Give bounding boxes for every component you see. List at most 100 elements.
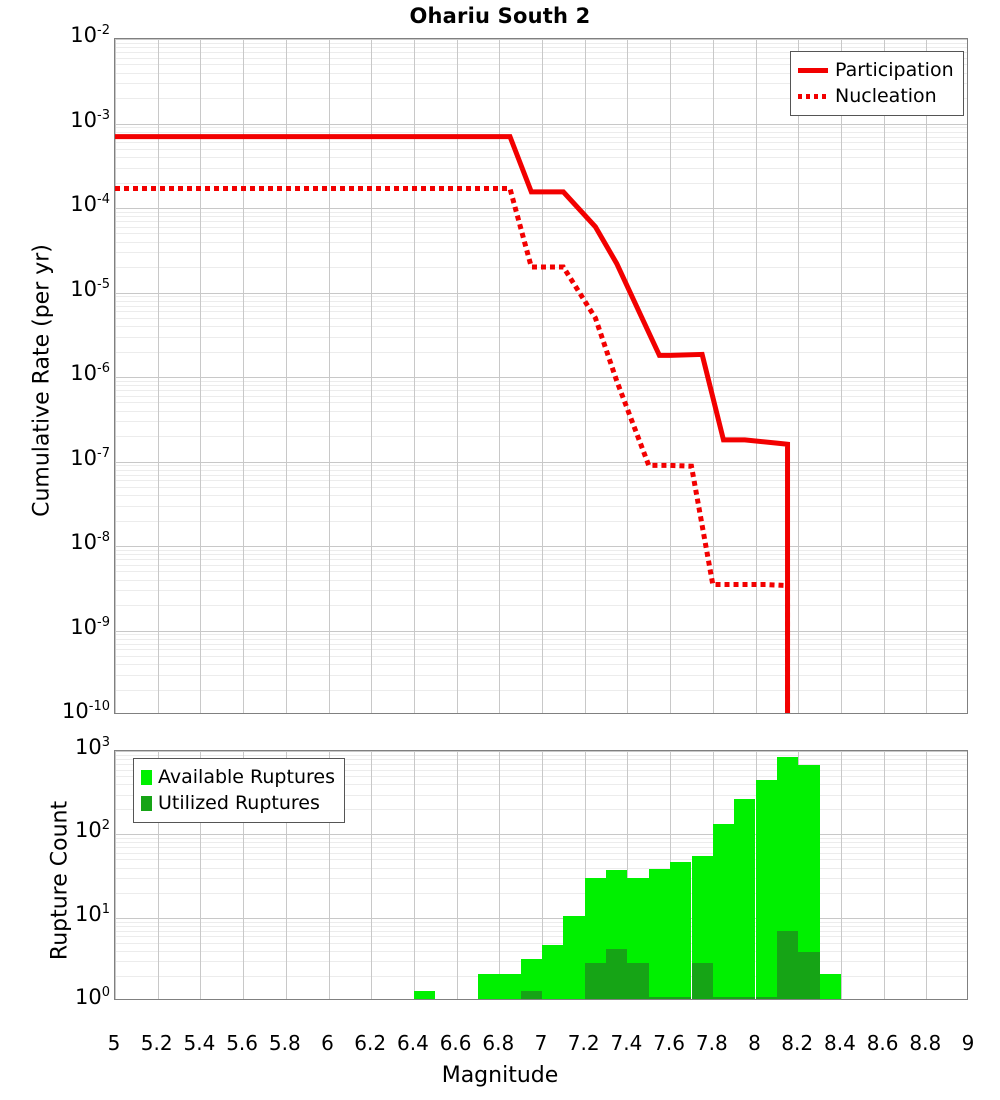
bar-segment-utilized [776,931,799,999]
rupture-bar [734,799,756,999]
dotted-line-icon [798,93,828,99]
y-tick-label: 10-4 [70,192,110,216]
rupture-bar [563,915,585,999]
rupture-bar [542,944,564,999]
x-tick-label: 6.8 [482,1031,515,1055]
rupture-legend[interactable]: Available Ruptures Utilized Ruptures [133,758,345,823]
y-tick-label: 10-2 [70,23,110,47]
bar-segment-utilized [755,997,777,999]
y-tick-label: 103 [74,735,110,759]
available-color-swatch-icon [141,769,152,785]
x-tick-label: 6 [321,1031,334,1055]
x-tick-label: 7.2 [567,1031,600,1055]
bar-segment-utilized [627,963,649,999]
x-tick-label: 8.8 [909,1031,942,1055]
bar-segment-utilized [606,948,628,999]
legend-label-available: Available Ruptures [158,766,335,788]
x-tick-label: 7 [534,1031,548,1055]
bar-segment-available [542,944,564,999]
curve-nucleation [115,186,791,713]
legend-item-participation[interactable]: Participation [798,57,954,83]
rupture-bar [413,991,436,999]
legend-label-nucleation: Nucleation [835,85,937,107]
x-tick-label: 7.4 [610,1031,643,1055]
bar-segment-available [798,765,820,999]
y-tick-label: 100 [74,985,110,1009]
cumulative-rate-plot [114,38,968,714]
bar-segment-available [499,973,521,999]
rate-curves [115,134,791,713]
rupture-bar [776,757,799,999]
legend-label-utilized: Utilized Ruptures [158,792,320,814]
rupture-bar [755,780,777,999]
y-tick-label: 10-3 [70,107,110,132]
bar-segment-available [734,799,756,999]
utilized-color-swatch-icon [141,795,152,811]
rupture-bar [606,870,628,999]
curve-participation [115,134,791,713]
x-tick-label: 5.6 [226,1031,258,1055]
bar-segment-available [755,780,777,999]
bar-segment-utilized [670,997,692,999]
bar-segment-utilized [712,997,735,999]
x-tick-label: 6.2 [354,1031,387,1055]
top-y-axis-label: Cumulative Rate (per yr) [29,244,55,517]
rupture-bar [478,973,500,999]
y-tick-label: 10-8 [70,530,110,554]
x-axis-label: Magnitude [441,1063,559,1088]
x-tick-label: 8 [748,1031,761,1055]
bar-segment-available [413,991,436,999]
rupture-bar [712,824,735,999]
y-tick-label: 10-5 [70,276,110,301]
rate-legend[interactable]: Participation Nucleation [790,51,964,116]
legend-item-utilized[interactable]: Utilized Ruptures [141,790,335,816]
bar-segment-utilized [648,997,671,999]
legend-label-participation: Participation [835,59,954,81]
y-tick-label: 10-9 [70,614,110,639]
chart-title: Ohariu South 2 [409,4,591,28]
rupture-bar [670,862,692,999]
rupture-bar [520,959,542,999]
y-tick-label: 10-6 [70,361,110,385]
legend-item-nucleation[interactable]: Nucleation [798,83,954,109]
y-tick-label: 102 [74,818,110,843]
bar-segment-available [478,973,500,999]
bar-segment-available [819,973,841,999]
rupture-bar [584,878,606,999]
x-tick-label: 5.8 [268,1031,301,1055]
solid-line-icon [798,67,828,73]
rupture-bar [819,973,841,999]
x-tick-label: 5.2 [140,1031,173,1055]
bar-segment-utilized [798,951,820,999]
rupture-bar [648,869,671,999]
bar-segment-available [520,959,542,999]
rupture-bar [798,765,820,999]
x-tick-label: 8.6 [866,1031,899,1055]
x-tick-label: 7.8 [695,1031,728,1055]
bar-segment-utilized [584,963,606,999]
rupture-bar [691,856,713,999]
y-tick-label: 10-7 [70,445,110,470]
x-tick-label: 8.2 [781,1031,814,1055]
rupture-bar [499,973,521,999]
y-tick-label: 10-10 [62,699,110,723]
bar-segment-available [670,862,692,999]
x-tick-label: 6.6 [439,1031,472,1055]
x-tick-label: 5.4 [183,1031,216,1055]
y-tick-label: 101 [74,901,110,926]
bottom-y-axis-label: Rupture Count [47,800,73,961]
x-tick-label: 9 [961,1031,975,1055]
bar-segment-utilized [520,991,542,999]
x-tick-label: 6.4 [396,1031,429,1055]
x-tick-label: 5 [107,1031,121,1055]
bar-segment-utilized [691,963,713,999]
bar-segment-available [648,869,671,999]
legend-item-available[interactable]: Available Ruptures [141,764,335,790]
rupture-bars [115,751,967,999]
rupture-bar [627,878,649,999]
bar-segment-available [563,915,585,999]
x-tick-label: 7.6 [653,1031,685,1055]
bar-segment-utilized [734,997,756,999]
bar-segment-available [712,824,735,999]
